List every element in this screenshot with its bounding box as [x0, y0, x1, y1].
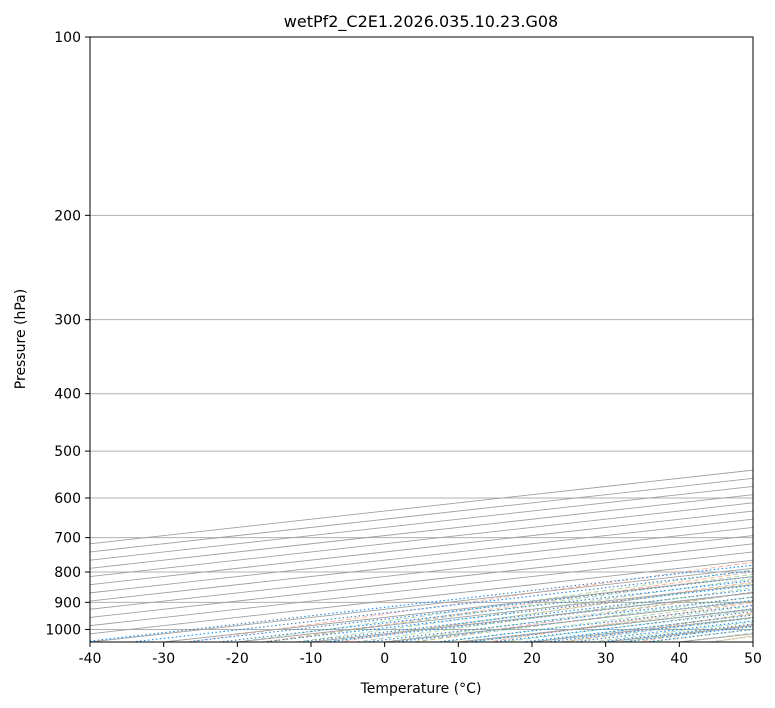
y-tick-label: 900	[54, 595, 81, 611]
isotherm-line	[90, 469, 753, 545]
isotherm-line	[90, 535, 753, 610]
moist-adiabat	[384, 591, 753, 642]
y-tick-label: 1000	[45, 622, 81, 638]
plot-frame	[89, 36, 754, 643]
y-tick-label: 600	[54, 491, 81, 507]
moist-adiabat	[266, 573, 753, 642]
x-tick-label: -30	[152, 651, 175, 667]
y-tick-label: 100	[54, 30, 81, 46]
isotherm-line	[90, 502, 753, 577]
plot-area: -100-90-80-70-60-50-40-30-20-10010203040…	[90, 37, 753, 642]
isotherm-line	[90, 477, 753, 553]
dry-adiabat	[266, 571, 753, 642]
x-tick-label: -40	[79, 651, 102, 667]
isotherms	[90, 469, 753, 642]
moist-adiabat	[296, 578, 753, 642]
y-tick-label: 300	[54, 313, 81, 329]
isotherm-line	[90, 494, 753, 569]
y-axis-label: Pressure (hPa)	[13, 289, 29, 389]
x-tick-label: 40	[670, 651, 688, 667]
x-tick-label: 50	[744, 651, 762, 667]
dry-adiabat	[416, 591, 753, 642]
x-tick-label: 0	[380, 651, 389, 667]
dry-adiabats	[192, 561, 753, 642]
dry-adiabat	[341, 581, 753, 642]
x-tick-label: 30	[597, 651, 615, 667]
y-tick-label: 400	[54, 387, 81, 403]
isotherm-line	[90, 486, 753, 561]
y-tick-label: 200	[54, 208, 81, 224]
chart-title: wetPf2_C2E1.2026.035.10.23.G08	[284, 12, 558, 32]
y-axis-ticks: 100 200 300 400 500 600 700 800 900 1000	[45, 30, 90, 638]
mixing-ratio-line	[299, 589, 753, 642]
x-tick-label: -20	[226, 651, 249, 667]
x-tick-label: -10	[300, 651, 323, 667]
isotherm-line	[90, 526, 753, 602]
x-axis-ticks: -40 -30 -20 -10 0 10 20 30 40 50	[79, 642, 762, 667]
y-tick-label: 700	[54, 531, 81, 547]
y-tick-label: 800	[54, 565, 81, 581]
x-tick-label: 20	[523, 651, 541, 667]
y-tick-label: 500	[54, 444, 81, 460]
x-axis-label: Temperature (°C)	[360, 681, 482, 697]
isotherm-line	[90, 510, 753, 586]
mixing-ratio-line	[365, 596, 753, 642]
isotherm-line	[90, 518, 753, 594]
x-tick-label: 10	[449, 651, 467, 667]
